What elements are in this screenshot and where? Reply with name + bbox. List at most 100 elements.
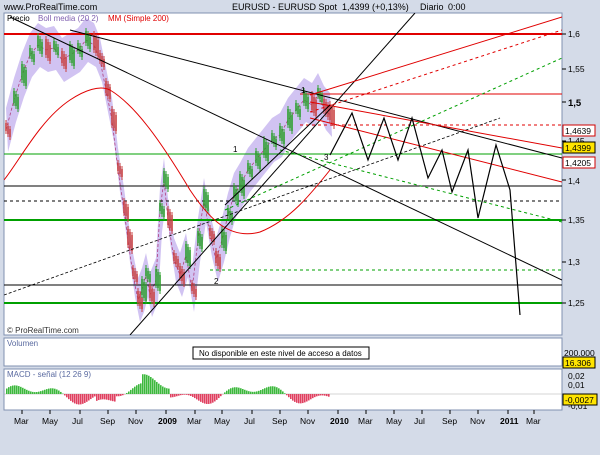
macd-bar — [118, 394, 120, 396]
macd-bar — [282, 391, 284, 394]
macd-bar — [36, 392, 38, 394]
candle-body — [263, 139, 265, 155]
instrument-title: EURUSD - EURUSD Spot — [232, 2, 338, 12]
candle-body — [141, 297, 143, 309]
macd-bar — [8, 387, 10, 394]
candle-body — [71, 47, 73, 63]
candle-body — [161, 206, 163, 214]
macd-bar — [88, 394, 90, 400]
candle-body — [95, 37, 97, 53]
marker-1: 1 — [301, 86, 306, 95]
candle-body — [177, 259, 179, 267]
macd-bar — [290, 394, 292, 399]
x-axis-label: 2011 — [500, 416, 519, 426]
x-axis-label: Mar — [526, 416, 541, 426]
candle-body — [165, 174, 167, 186]
macd-bar — [32, 392, 34, 394]
candle-body — [179, 266, 181, 278]
candle-body — [169, 212, 171, 228]
candle-body — [129, 232, 131, 248]
candle-body — [331, 107, 333, 123]
macd-bar — [270, 386, 272, 394]
macd-bar — [184, 394, 186, 395]
macd-bar — [268, 387, 270, 394]
macd-bar — [38, 392, 40, 394]
macd-bar — [24, 389, 26, 394]
macd-bar — [192, 394, 194, 397]
macd-bar — [42, 390, 44, 394]
macd-bar — [170, 394, 172, 397]
x-axis-label: 2009 — [158, 416, 177, 426]
candle-body — [207, 195, 209, 211]
macd-bar — [300, 394, 302, 403]
x-axis-label: May — [386, 416, 403, 426]
candle-body — [55, 44, 57, 52]
macd-bar — [142, 374, 144, 394]
macd-bar — [138, 384, 140, 394]
candle-body — [111, 109, 113, 125]
macd-bar — [68, 394, 70, 399]
candle-body — [53, 41, 55, 49]
macd-bar — [172, 394, 174, 397]
candle-body — [63, 54, 65, 66]
price-box-current: 1,4399 — [563, 142, 595, 153]
candle-body — [329, 104, 331, 120]
candle-body — [97, 40, 99, 56]
macd-bar — [148, 376, 150, 394]
x-axis-label: May — [42, 416, 59, 426]
macd-bar — [82, 394, 84, 404]
macd-bar — [18, 386, 20, 394]
macd-bar — [150, 377, 152, 394]
candle-body — [297, 106, 299, 114]
price-box-1-text: 1,4639 — [565, 126, 591, 136]
macd-bar — [80, 394, 82, 404]
macd-bar — [320, 394, 322, 395]
macd-bar — [200, 394, 202, 402]
macd-bar — [224, 392, 226, 394]
macd-bar — [122, 394, 124, 395]
candle-body — [171, 215, 173, 231]
site-label[interactable]: www.ProRealTime.com — [3, 2, 97, 12]
candle-body — [203, 189, 205, 205]
macd-bar — [136, 385, 138, 394]
candle-body — [136, 274, 138, 282]
candle-body — [155, 269, 157, 285]
x-axis-label: May — [214, 416, 231, 426]
candle-body — [119, 166, 121, 174]
macd-bar — [102, 394, 104, 399]
macd-bar — [120, 394, 122, 396]
candle-body — [115, 115, 117, 131]
candle-body — [193, 286, 195, 294]
macd-bar — [160, 385, 162, 394]
candle-body — [257, 154, 259, 166]
candle-body — [191, 283, 193, 291]
candle-body — [147, 271, 149, 279]
macd-bar — [100, 394, 102, 400]
macd-bar — [278, 388, 280, 394]
macd-bar — [316, 394, 318, 396]
candle-body — [73, 50, 75, 66]
macd-bar — [146, 375, 148, 394]
candle-body — [217, 254, 219, 266]
candle-body — [45, 39, 47, 55]
x-axis-label: 2010 — [330, 416, 349, 426]
candle-body — [9, 129, 11, 137]
macd-bar — [98, 394, 100, 400]
x-axis-label: Sep — [100, 416, 115, 426]
candle-body — [107, 84, 109, 96]
macd-bar — [12, 386, 14, 394]
candle-body — [289, 112, 291, 128]
macd-bar — [72, 394, 74, 402]
volume-title: Volumen — [7, 339, 38, 348]
candle-body — [109, 87, 111, 99]
candle-body — [247, 163, 249, 171]
x-axis-label: Jul — [72, 416, 83, 426]
candle-body — [25, 70, 27, 86]
macd-bar — [242, 389, 244, 394]
macd-bar — [190, 394, 192, 396]
macd-bar — [214, 394, 216, 401]
candle-body — [145, 285, 147, 301]
